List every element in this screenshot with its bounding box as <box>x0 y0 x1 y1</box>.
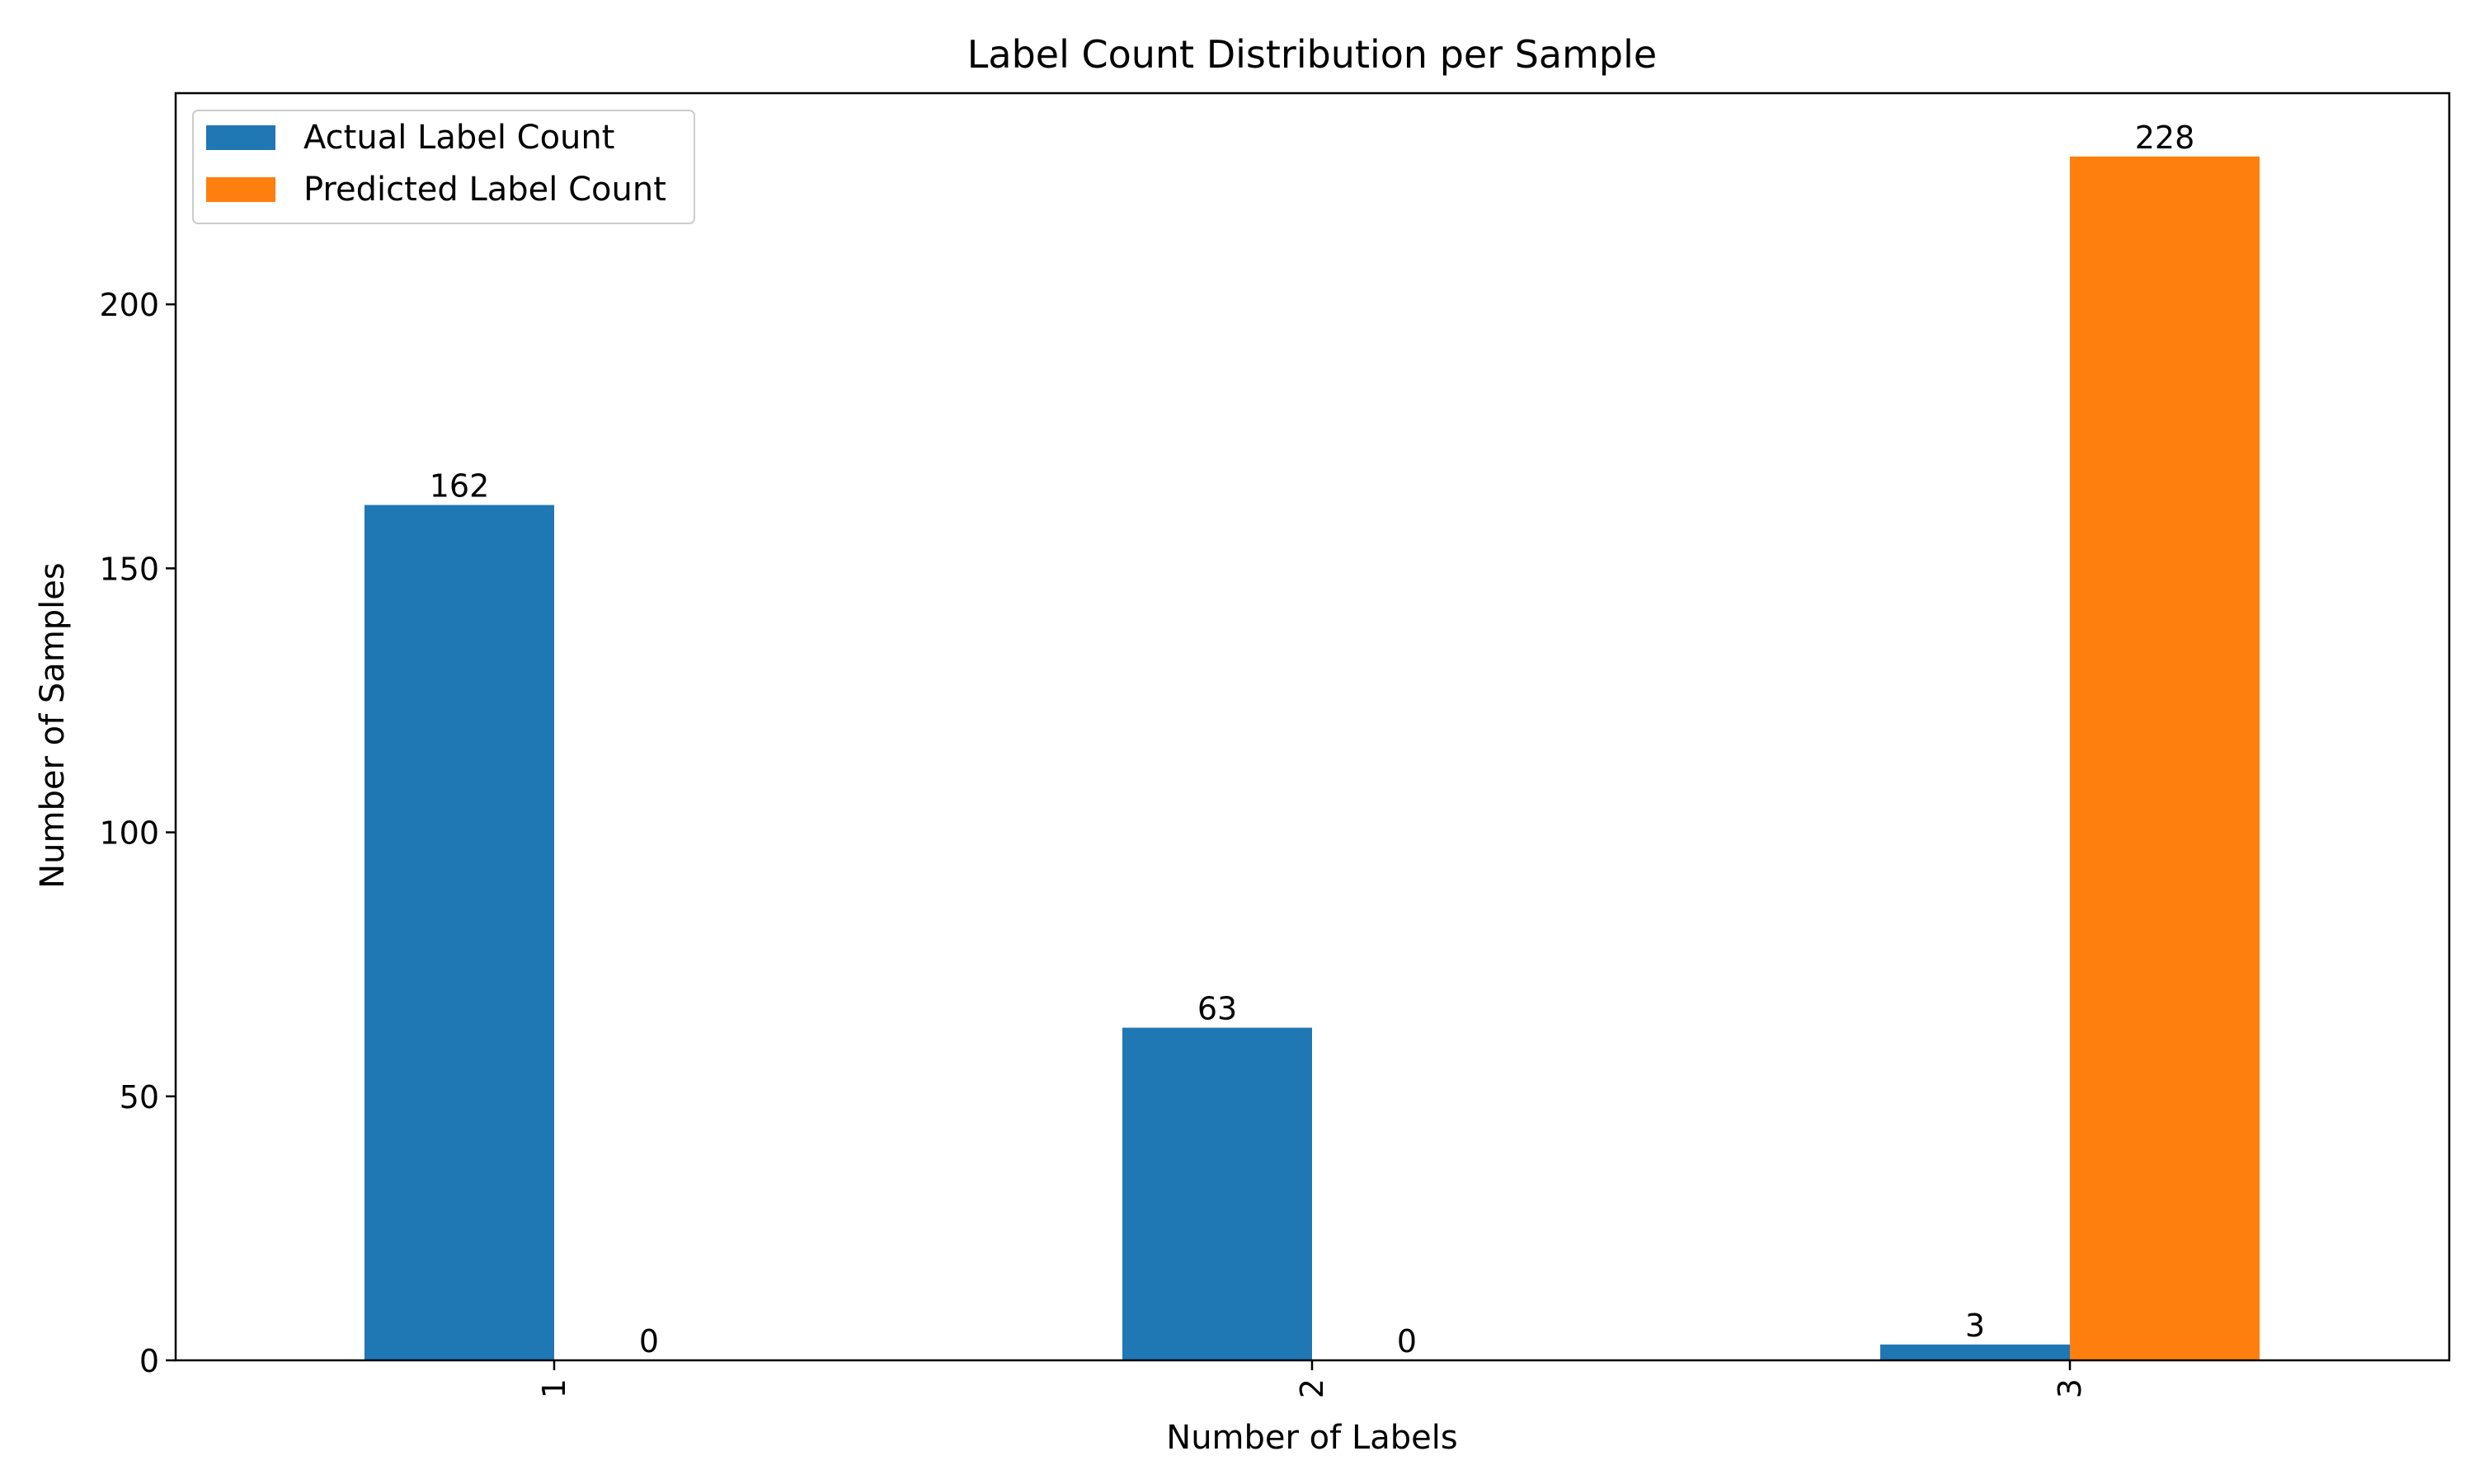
data-label: 228 <box>2135 120 2195 156</box>
data-label: 162 <box>430 468 490 505</box>
y-tick-label: 150 <box>99 551 159 587</box>
data-label: 0 <box>1397 1323 1417 1360</box>
bar-predicted-label-count-3 <box>2070 156 2260 1361</box>
legend-label: Actual Label Count <box>303 119 614 157</box>
legend: Actual Label Count Predicted Label Count <box>192 110 695 224</box>
data-label: 3 <box>1965 1308 1985 1344</box>
legend-swatch <box>206 125 275 150</box>
chart-title: Label Count Distribution per Sample <box>967 32 1657 77</box>
legend-frame <box>192 110 695 224</box>
data-label: 0 <box>639 1323 659 1360</box>
x-axis-label: Number of Labels <box>1166 1419 1457 1457</box>
bar-actual-label-count-1 <box>365 505 554 1360</box>
legend-label: Predicted Label Count <box>303 171 666 209</box>
y-axis-label: Number of Samples <box>34 562 72 889</box>
x-tick-label: 1 <box>536 1378 572 1398</box>
x-tick-label: 3 <box>2052 1378 2088 1398</box>
y-tick-label: 100 <box>99 815 159 852</box>
legend-swatch <box>206 177 275 202</box>
data-label: 63 <box>1197 991 1237 1027</box>
y-tick-label: 50 <box>120 1079 159 1115</box>
x-tick-label: 2 <box>1294 1378 1330 1398</box>
y-tick-label: 0 <box>139 1343 159 1379</box>
plot-area: 162 63 3 0 0 228 0 50 100 150 200 1 2 3 <box>99 92 2451 1398</box>
bar-actual-label-count-3 <box>1880 1344 2070 1360</box>
bar-actual-label-count-2 <box>1122 1027 1312 1360</box>
y-tick-label: 200 <box>99 287 159 323</box>
